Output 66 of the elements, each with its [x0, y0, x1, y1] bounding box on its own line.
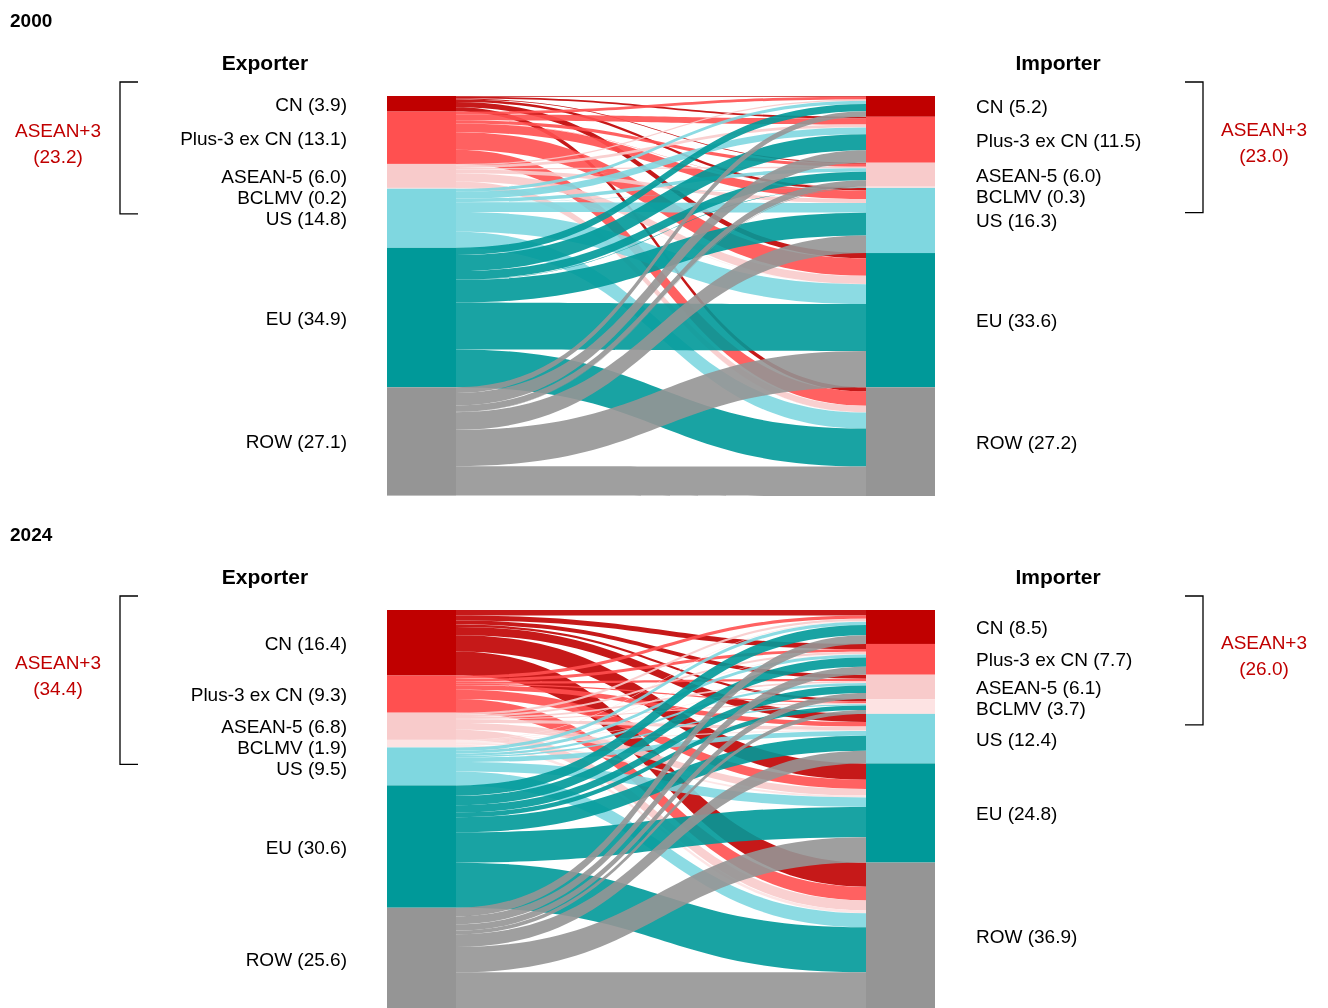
text: Exporter — [221, 51, 309, 74]
data-label: (9.3) — [307, 684, 347, 706]
category-label: CN — [275, 93, 308, 115]
category-label: EU — [265, 836, 298, 858]
category-label: BCLMV — [237, 737, 308, 759]
text: Exporter — [221, 565, 309, 588]
category-label: ASEAN-5 — [221, 716, 308, 738]
category-label: EU — [976, 310, 1003, 332]
category-label: CN — [264, 632, 298, 654]
data-label: (13.1) — [297, 127, 347, 149]
category-label: Plus-3 ex CN — [180, 127, 298, 149]
data-label: (5.2) — [1008, 96, 1048, 118]
data-label: (8.5) — [1008, 616, 1048, 638]
category-label: Plus-3 ex CN — [976, 649, 1088, 671]
category-label: BCLMV — [237, 186, 308, 208]
data-label: (14.8) — [297, 208, 347, 230]
data-label: (7.7) — [1093, 649, 1133, 671]
data-label: (6.8) — [307, 716, 347, 738]
category-label: ASEAN-5 — [976, 164, 1058, 186]
text: ASEAN+3 (23.0) — [1220, 119, 1308, 167]
data-label: (6.0) — [1062, 164, 1102, 186]
category-label: ROW — [976, 431, 1023, 453]
data-label: (25.6) — [297, 948, 347, 970]
text: ASEAN+3 (23.2) — [14, 119, 102, 167]
data-label: (0.2) — [307, 186, 347, 208]
text: Importer — [1015, 565, 1101, 588]
data-label: (3.9) — [307, 93, 347, 115]
data-label: (6.1) — [1062, 676, 1102, 698]
category-label: ROW — [976, 926, 1023, 948]
category-label: US — [976, 210, 1003, 232]
data-label: (9.5) — [307, 758, 347, 780]
data-label: (6.0) — [307, 165, 347, 187]
data-label: (27.2) — [1027, 431, 1078, 453]
category-label: US — [276, 758, 308, 780]
text: ASEAN+3 (26.0) — [1220, 632, 1308, 680]
category-label: US — [976, 728, 1003, 750]
category-label: BCLMV — [976, 697, 1042, 719]
data-label: (36.9) — [1027, 926, 1078, 948]
category-label: US — [265, 208, 298, 230]
data-label: (16.4) — [297, 632, 347, 654]
data-label: (0.3) — [1046, 185, 1086, 207]
data-label: (16.3) — [1007, 210, 1058, 232]
category-label: EU — [265, 307, 298, 329]
data-label: (12.4) — [1007, 728, 1058, 750]
text: 2000 — [10, 10, 53, 31]
category-label: ROW — [245, 948, 298, 970]
category-label: Plus-3 ex CN — [976, 129, 1088, 151]
text: 2024 — [10, 524, 53, 545]
data-label: (1.9) — [307, 737, 347, 759]
data-label: (27.1) — [297, 431, 347, 453]
data-label: (24.8) — [1007, 803, 1058, 824]
category-label: ROW — [245, 431, 298, 453]
category-label: Plus-3 ex CN — [190, 684, 308, 706]
category-label: BCLMV — [976, 185, 1042, 207]
category-label: EU — [976, 803, 1003, 824]
data-label: (33.6) — [1007, 310, 1058, 332]
data-label: (11.5) — [1093, 129, 1142, 151]
text: ASEAN+3 (34.4) — [14, 652, 102, 700]
category-label: ASEAN-5 — [976, 676, 1058, 698]
data-label: (34.9) — [297, 307, 347, 329]
category-label: ASEAN-5 — [221, 165, 308, 187]
category-label: CN — [976, 616, 1004, 638]
text: Importer — [1015, 51, 1101, 74]
data-label: (3.7) — [1046, 697, 1086, 719]
category-label: CN — [976, 96, 1004, 118]
data-label: (30.6) — [297, 836, 347, 858]
